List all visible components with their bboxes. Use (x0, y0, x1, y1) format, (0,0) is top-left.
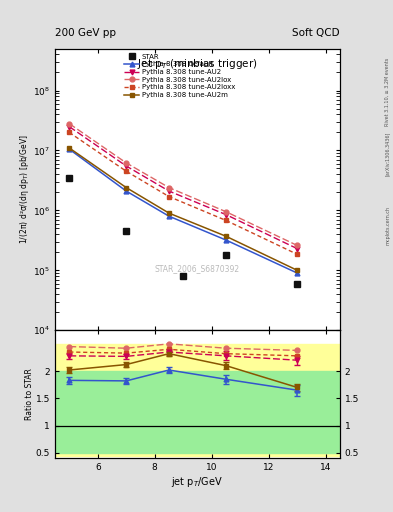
Pythia 8.308 tune-AU2loxx (295, 251, 299, 258)
Bar (55, 344, 340, 456)
Pythia 8.308 tune-AU2loxx (124, 168, 129, 174)
Text: STAR_2006_S6870392: STAR_2006_S6870392 (155, 264, 240, 273)
Pythia 8.308 tune-AU2m (124, 184, 129, 190)
Pythia 8.308 tune-AU2m (67, 145, 72, 151)
Text: Jet p$_T$ (minbias trigger): Jet p$_T$ (minbias trigger) (137, 57, 258, 71)
Line: Pythia 8.308 tune-AU2: Pythia 8.308 tune-AU2 (67, 124, 299, 251)
Pythia 8.308 tune-AU2lox (224, 209, 228, 215)
Text: mcplots.cern.ch: mcplots.cern.ch (385, 206, 390, 245)
Legend: STAR, Pythia 8.308 default, Pythia 8.308 tune-AU2, Pythia 8.308 tune-AU2lox, Pyt: STAR, Pythia 8.308 default, Pythia 8.308… (123, 52, 237, 99)
STAR (295, 281, 299, 287)
Text: [arXiv:1306.3436]: [arXiv:1306.3436] (385, 132, 390, 176)
Y-axis label: 1/(2π) d²σ/(dη dp$_T$) [pb/GeV]: 1/(2π) d²σ/(dη dp$_T$) [pb/GeV] (18, 135, 31, 244)
Pythia 8.308 default (167, 213, 171, 219)
Pythia 8.308 tune-AU2lox (67, 121, 72, 127)
Pythia 8.308 tune-AU2 (224, 211, 228, 218)
Pythia 8.308 tune-AU2 (167, 188, 171, 194)
Pythia 8.308 tune-AU2m (167, 210, 171, 216)
Line: STAR: STAR (66, 175, 300, 287)
Pythia 8.308 tune-AU2 (124, 163, 129, 169)
Pythia 8.308 tune-AU2lox (167, 184, 171, 190)
Pythia 8.308 default (67, 146, 72, 152)
Pythia 8.308 tune-AU2loxx (167, 194, 171, 200)
Line: Pythia 8.308 tune-AU2m: Pythia 8.308 tune-AU2m (67, 146, 299, 272)
Y-axis label: Ratio to STAR: Ratio to STAR (26, 368, 35, 420)
Pythia 8.308 tune-AU2loxx (67, 130, 72, 136)
Pythia 8.308 tune-AU2m (295, 267, 299, 273)
Pythia 8.308 tune-AU2lox (295, 242, 299, 248)
Pythia 8.308 tune-AU2loxx (224, 218, 228, 224)
STAR (67, 175, 72, 181)
Pythia 8.308 default (124, 188, 129, 194)
Pythia 8.308 default (224, 237, 228, 243)
Text: 200 GeV pp: 200 GeV pp (55, 28, 116, 38)
Pythia 8.308 tune-AU2lox (124, 160, 129, 166)
X-axis label: jet p$_T$/GeV: jet p$_T$/GeV (171, 475, 224, 489)
Pythia 8.308 tune-AU2 (67, 123, 72, 130)
Line: Pythia 8.308 tune-AU2loxx: Pythia 8.308 tune-AU2loxx (67, 131, 299, 257)
Pythia 8.308 tune-AU2 (295, 246, 299, 252)
Line: Pythia 8.308 default: Pythia 8.308 default (67, 147, 299, 275)
STAR (124, 228, 129, 234)
STAR (181, 273, 185, 279)
Text: Rivet 3.1.10, ≥ 3.2M events: Rivet 3.1.10, ≥ 3.2M events (385, 58, 390, 126)
Pythia 8.308 default (295, 270, 299, 276)
Line: Pythia 8.308 tune-AU2lox: Pythia 8.308 tune-AU2lox (67, 121, 299, 248)
Pythia 8.308 tune-AU2m (224, 233, 228, 239)
Bar (55, 371, 340, 453)
STAR (224, 252, 228, 258)
Text: Soft QCD: Soft QCD (292, 28, 340, 38)
